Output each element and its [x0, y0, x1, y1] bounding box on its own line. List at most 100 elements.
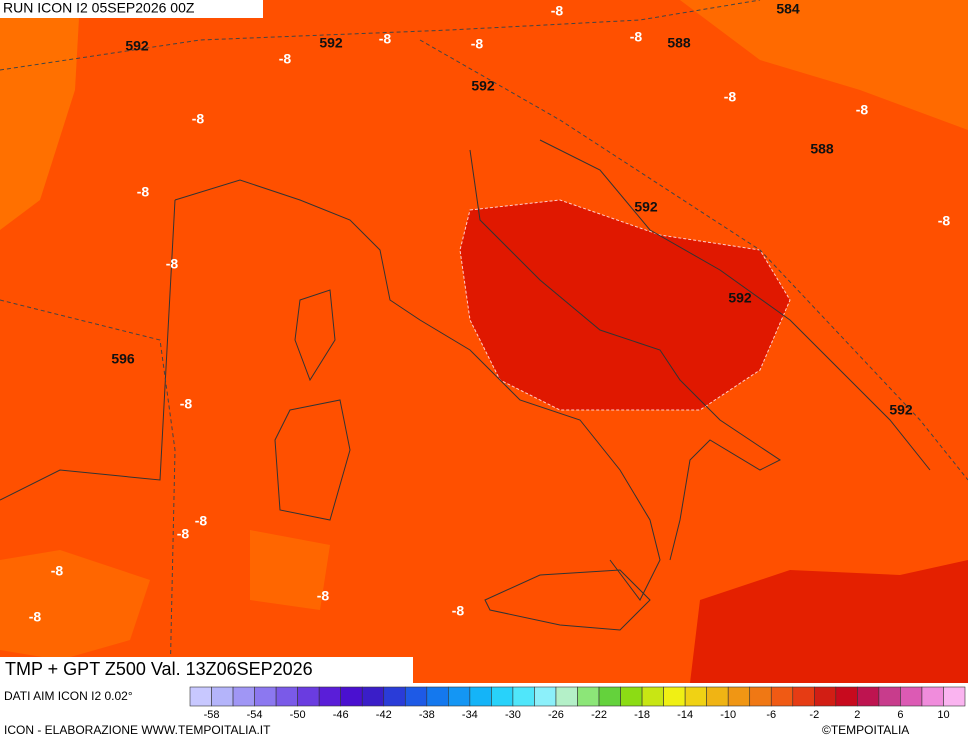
colorbar-label: -38 — [419, 709, 435, 721]
color-swatch — [211, 686, 234, 707]
color-swatch — [921, 686, 944, 707]
contour-label: -8 — [471, 36, 484, 52]
contour-label: -8 — [29, 609, 42, 625]
colorbar-label: -10 — [720, 709, 736, 721]
color-swatch — [318, 686, 341, 707]
colorbar-label: -6 — [766, 709, 776, 721]
color-swatch — [814, 686, 837, 707]
colorbar-label: -18 — [634, 709, 650, 721]
color-swatch — [297, 686, 320, 707]
run-label: RUN ICON I2 05SEP2026 00Z — [3, 0, 195, 16]
contour-label: 592 — [728, 290, 752, 306]
color-swatch — [361, 686, 385, 707]
colorbar-label: -54 — [247, 709, 263, 721]
colorbar-label: 6 — [897, 709, 903, 721]
warm-area — [250, 530, 330, 610]
source: DATI AIM ICON I2 0.02° — [4, 689, 133, 703]
contour-label: 592 — [889, 402, 913, 418]
contour-label: -8 — [551, 3, 564, 19]
color-swatch — [641, 686, 664, 707]
contour-label: 592 — [125, 38, 149, 54]
color-swatch — [512, 686, 535, 707]
color-swatch — [383, 686, 406, 707]
color-swatch — [598, 686, 621, 707]
color-swatch — [792, 686, 815, 707]
color-swatch — [555, 686, 578, 707]
contour-label: -8 — [724, 89, 737, 105]
color-swatch — [469, 686, 492, 707]
contour-label: -8 — [856, 102, 869, 118]
color-swatch — [340, 686, 363, 707]
color-swatch — [727, 686, 751, 707]
contour-label: -8 — [177, 526, 190, 542]
contour-label: -8 — [317, 588, 330, 604]
hot-area — [690, 560, 968, 683]
contour-label: -8 — [166, 256, 179, 272]
colorbar-label: -26 — [548, 709, 564, 721]
credit: ICON - ELABORAZIONE WWW.TEMPOITALIA.IT — [4, 723, 271, 737]
color-swatch — [770, 686, 794, 707]
hot-area — [459, 199, 791, 411]
contour-label: -8 — [630, 29, 643, 45]
color-swatch — [448, 686, 471, 707]
warm-area — [0, 550, 150, 660]
color-swatch — [404, 686, 428, 707]
colorbar-label: -22 — [591, 709, 607, 721]
colorbar-label: -34 — [462, 709, 478, 721]
warm-area — [680, 0, 968, 130]
contour-label: 588 — [810, 141, 834, 157]
color-swatch — [275, 686, 298, 707]
colorbar-label: -14 — [677, 709, 693, 721]
color-swatch — [857, 686, 880, 707]
contour-label: 592 — [319, 35, 343, 51]
colorbar: -58 -54 -50 -46 -42 -38 -34 -30 -26 -22 -18 -14 -10-… — [189, 686, 966, 721]
color-swatch — [706, 686, 729, 707]
contour-label: -8 — [279, 51, 292, 67]
color-swatch — [878, 686, 901, 707]
color-swatch — [254, 686, 277, 707]
contour-label: 588 — [667, 35, 691, 51]
coastlines — [0, 139, 931, 631]
contour-label: 592 — [634, 199, 658, 215]
color-swatch — [534, 686, 557, 707]
color-swatch — [943, 686, 966, 707]
colorbar-label: -46 — [333, 709, 349, 721]
color-swatch — [426, 686, 449, 707]
color-swatch — [577, 686, 600, 707]
colorbar-label: 10 — [937, 709, 949, 721]
run-box — [0, 0, 263, 18]
contour-label: -8 — [938, 213, 951, 229]
color-swatch — [900, 686, 923, 707]
title-box — [0, 657, 413, 683]
contour-label: -8 — [51, 563, 64, 579]
color-swatch — [491, 686, 514, 707]
map-title: TMP + GPT Z500 Val. 13Z06SEP2026 — [5, 659, 313, 679]
color-swatch — [663, 686, 686, 707]
copyright: ©TEMPOITALIA — [822, 723, 909, 737]
contour-label: -8 — [192, 111, 205, 127]
contour-label: -8 — [137, 184, 150, 200]
color-swatch — [620, 686, 643, 707]
contour-labels: 592 592 584 -8 -8 -8 -8 588 -8 592 -8 -8… — [29, 1, 951, 625]
color-swatch — [189, 686, 212, 707]
colorbar-label: -2 — [809, 709, 819, 721]
color-swatch — [835, 686, 858, 707]
isohypses — [0, 0, 968, 684]
contour-label: -8 — [379, 31, 392, 47]
colorbar-label: -58 — [204, 709, 220, 721]
contour-label: -8 — [452, 603, 465, 619]
contour-label: 596 — [111, 351, 135, 367]
contour-label: -8 — [180, 396, 193, 412]
contour-label: 584 — [776, 1, 800, 17]
color-swatch — [232, 686, 255, 707]
contour-label: 592 — [471, 78, 495, 94]
colorbar-label: -50 — [290, 709, 306, 721]
colorbar-label: 2 — [854, 709, 860, 721]
color-swatch — [749, 686, 772, 707]
contour-label: -8 — [195, 513, 208, 529]
colorbar-label: -30 — [505, 709, 521, 721]
warm-area — [0, 0, 80, 230]
color-swatch — [684, 686, 707, 707]
colorbar-label: -42 — [376, 709, 392, 721]
